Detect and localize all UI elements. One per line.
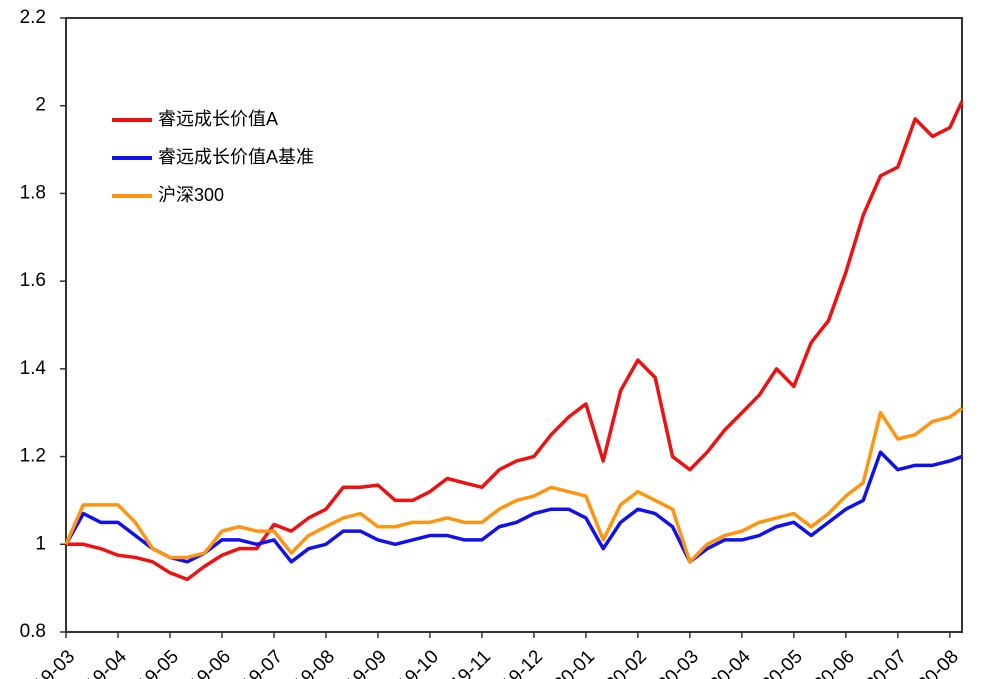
y-tick-label: 1.6 [20,270,46,291]
y-tick-label: 0.8 [20,621,46,642]
y-tick-label: 1 [35,533,46,554]
x-tick-label: 2019-03 [15,646,79,679]
y-tick-label: 2.2 [20,7,46,28]
plot-frame [65,17,963,633]
series-line [64,450,963,564]
legend-label: 睿远成长价值A基准 [158,147,314,167]
y-tick-label: 1.2 [20,446,46,467]
series-line [66,100,964,582]
y-tick-label: 1.8 [20,182,46,203]
y-tick-label: 1.4 [20,358,47,379]
legend-label: 睿远成长价值A [158,109,278,129]
series-line [64,406,964,564]
legend-label: 沪深300 [158,185,224,205]
y-tick-label: 2 [35,95,46,116]
